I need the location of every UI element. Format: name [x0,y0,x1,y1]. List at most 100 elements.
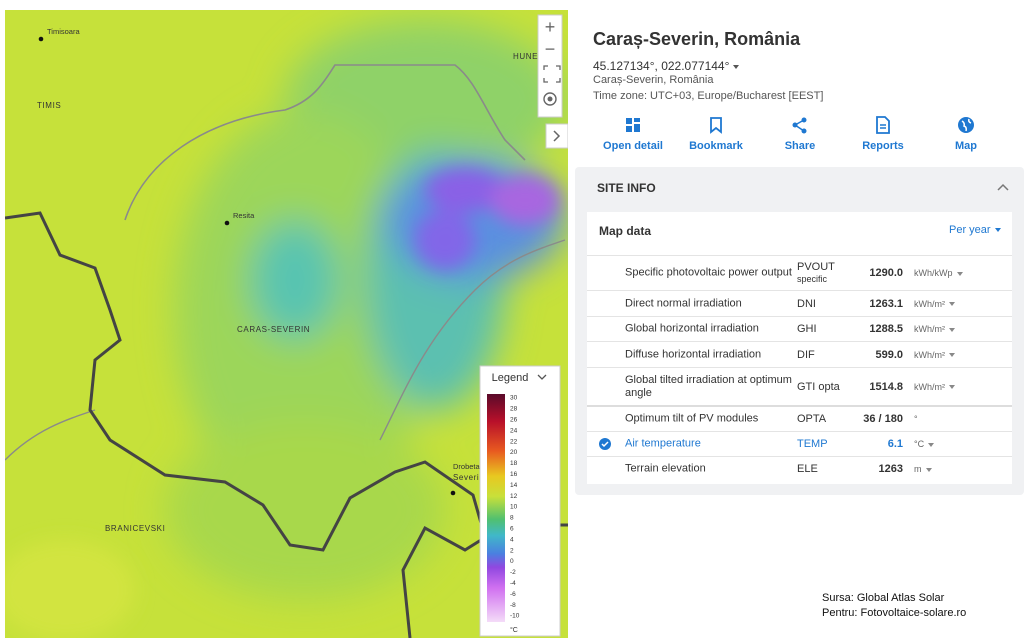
coordinates[interactable]: 45.127134°, 022.077144° [593,59,740,73]
caret [925,467,932,472]
unit-text: m [914,464,922,474]
code-text: GHI [797,323,817,335]
action-icon [710,117,722,134]
legend-tick-label: 8 [510,515,514,522]
action-label: Share [784,140,816,152]
caret [949,302,955,307]
map-label: BRANICEVSKI [105,524,165,533]
data-row[interactable]: Optimum tilt of PV modules OPTA 36 / 180 ° [587,405,1012,431]
code-text: GTI opta [797,380,840,393]
data-row[interactable]: Terrain elevation ELE 1263 m [587,456,1012,481]
unit-text: kWh/m² [914,381,945,392]
legend-tick-label: 24 [510,427,518,434]
row-unit: kWh/m² [914,382,955,392]
site-info-title[interactable]: SITE INFO [597,181,656,195]
unit-text: ° [914,414,918,424]
legend-toggle[interactable] [537,374,547,380]
data-row[interactable]: Air temperature TEMP 6.1 °C [587,431,1012,456]
check-icon [599,438,611,450]
action-label: Open detail [603,140,663,152]
row-label: Specific photovoltaic power output [625,266,792,279]
legend-tick-label: 20 [510,449,518,456]
action-icon [958,117,974,133]
source-note: Sursa: Global Atlas Solar Pentru: Fotovo… [822,591,966,621]
row-label: Direct normal irradiation [625,297,742,309]
panel-toggle[interactable] [545,123,568,149]
row-label: Air temperature [625,437,701,450]
code-text: DNI [797,297,816,310]
map-label: CARAS-SEVERIN [237,325,310,334]
source-line: Sursa: Global Atlas Solar [822,592,945,604]
row-value: 1263.1 [869,297,903,310]
action-button[interactable]: Bookmark [671,116,761,152]
legend-tick-label: 14 [510,482,518,489]
county-border [5,409,96,461]
action-button[interactable]: Reports [838,116,928,152]
legend-tick-label: 2 [510,547,514,554]
row-unit: kWh/kWp [914,268,963,278]
legend-tick-label: -10 [510,613,520,620]
row-value: 1288.5 [869,323,903,335]
row-code: PVOUT specific [797,261,835,285]
unit-text: °C [914,439,925,449]
legend-tick-label: 0 [510,558,514,565]
row-code: DNI [797,298,816,310]
data-row[interactable]: Specific photovoltaic power output PVOUT s… [587,255,1012,290]
legend-tick-label: 10 [510,504,518,511]
locate-button[interactable] [543,92,557,106]
row-unit: kWh/m² [914,350,955,360]
row-label: Global tilted irradiation at optimum ang… [625,373,792,399]
row-label: Diffuse horizontal irradiation [625,348,762,360]
row-label: Global horizontal irradiation [625,322,759,335]
action-label: Bookmark [689,140,743,152]
city-dot [450,490,456,496]
map-label: Timisoara [47,27,80,36]
timezone: Time zone: UTC+03, Europe/Bucharest [EES… [593,90,824,102]
action-button[interactable]: Map [921,116,1011,152]
legend-tick-label: 16 [510,471,518,478]
row-unit: kWh/m² [914,324,955,334]
data-row[interactable]: Global horizontal irradiation GHI 1288.5 kW… [587,316,1012,341]
row-code: TEMP [797,438,828,450]
data-row[interactable]: Direct normal irradiation DNI 1263.1 kWh/m² [587,290,1012,316]
caret [949,385,955,390]
action-icon [626,118,640,132]
period-select[interactable]: Per year [949,224,1001,236]
action-button[interactable]: Open detail [588,116,678,152]
code-text: PVOUT [797,261,835,273]
legend-tick-label: 22 [510,438,518,445]
map-label: HUNE [513,52,538,61]
row-code: GHI [797,323,817,335]
section-title: Map data [599,224,652,238]
city-dot [224,220,230,226]
collapse-icon[interactable] [997,183,1009,191]
data-row[interactable]: Global tilted irradiation at optimum ang… [587,367,1012,405]
legend-tick-label: 28 [510,406,518,413]
zoom-out[interactable]: − [545,39,556,59]
county-border [124,64,526,221]
map[interactable]: Timisoara TIMIS HUNE Resita CARAS-SEVERIN BRA… [5,10,568,638]
city-dot [38,36,44,42]
row-unit: kWh/m² [914,299,955,309]
zoom-controls: + − [537,14,568,149]
chevron [553,130,561,142]
action-button[interactable]: Share [755,116,845,152]
action-icon [876,116,890,134]
data-row[interactable]: Diffuse horizontal irradiation DIF 599.0 kW… [587,341,1012,367]
coordinates-text: 45.127134°, 022.077144° [593,59,730,73]
site-title: Caraș-Severin, România [593,29,801,49]
action-label: Reports [862,140,904,152]
row-unit: ° [914,414,918,424]
map-label: Drobeta- [453,462,483,471]
zoom-in[interactable]: + [545,17,556,37]
legend-tick-label: -2 [510,569,516,576]
legend-tick-label: 6 [510,526,514,533]
code-text: ELE [797,463,818,475]
legend-unit: °C [510,626,518,634]
caret [994,228,1001,233]
county-border [379,239,566,441]
caret [733,64,740,69]
fullscreen-button[interactable] [543,65,561,83]
unit-text: kWh/kWp [914,268,953,278]
